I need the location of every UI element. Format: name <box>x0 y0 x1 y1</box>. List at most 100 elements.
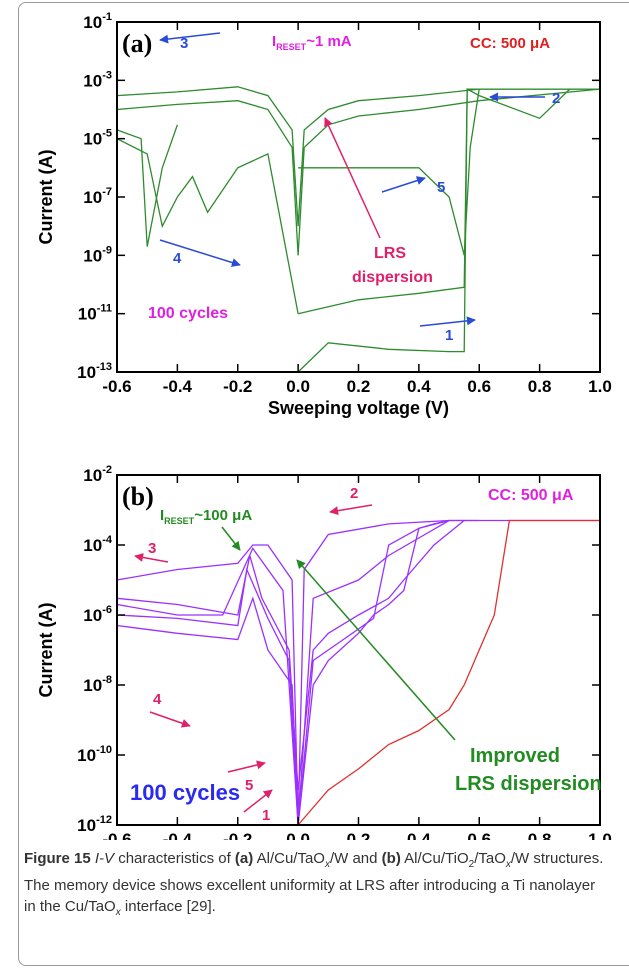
y-tick-exponent: -13 <box>96 361 112 373</box>
arrow <box>381 176 426 193</box>
annotation: CC: 500 μA <box>470 35 550 52</box>
arrow-label: 5 <box>245 777 253 794</box>
data-line <box>297 519 600 826</box>
arrow <box>149 711 191 728</box>
x-tick-label: 1.0 <box>588 830 612 840</box>
caption-text: interface [29]. <box>124 898 216 915</box>
arrow <box>243 789 273 813</box>
x-tick-label: -0.4 <box>163 830 193 840</box>
data-line <box>116 138 299 314</box>
y-tick-exponent: -9 <box>102 244 112 256</box>
y-tick-label: 10-1 <box>83 11 112 32</box>
y-tick-label: 10-13 <box>77 361 112 382</box>
caption-label: Figure 15 <box>24 850 91 867</box>
y-tick-label: 10-11 <box>78 303 112 324</box>
annotation-part: I <box>160 507 164 524</box>
annotation: 100 cycles <box>148 305 228 322</box>
x-tick-label: 0.2 <box>347 830 371 840</box>
annotation-subscript: RESET <box>164 516 195 526</box>
x-tick-label: -0.4 <box>163 377 193 396</box>
y-tick-label: 10-6 <box>83 604 112 625</box>
y-tick-label: 10-8 <box>83 674 112 695</box>
arrow <box>296 559 456 741</box>
arrow <box>324 117 381 239</box>
caption-text: Al/Cu/TiO <box>404 850 469 867</box>
data-line <box>116 124 179 247</box>
y-tick-base: 10 <box>83 676 102 695</box>
annotation-part: ~100 μA <box>194 507 252 524</box>
y-axis-title: Current (A) <box>36 150 56 245</box>
data-line <box>116 519 465 791</box>
arrow <box>227 760 266 773</box>
annotation-part: I <box>272 33 276 50</box>
annotation: IRESET~1 mA <box>272 33 352 52</box>
y-tick-base: 10 <box>83 13 102 32</box>
y-tick-exponent: -10 <box>96 744 112 756</box>
y-tick-base: 10 <box>83 188 102 207</box>
y-tick-label: 10-7 <box>83 186 112 207</box>
annotation: LRS <box>374 245 406 262</box>
x-tick-label: 0.4 <box>407 830 431 840</box>
arrow-label: 4 <box>153 691 162 708</box>
x-tick-label: 0.2 <box>347 377 371 396</box>
arrow-label: 1 <box>262 807 270 824</box>
annotation-subscript: RESET <box>276 42 307 52</box>
arrow-label: 2 <box>350 485 358 502</box>
arrow <box>221 526 241 551</box>
data-line <box>116 86 600 227</box>
data-line <box>116 519 450 826</box>
y-tick-base: 10 <box>83 466 102 485</box>
arrow-label: 4 <box>173 250 182 267</box>
y-tick-label: 10-10 <box>77 744 112 765</box>
y-tick-base: 10 <box>77 363 96 382</box>
arrow-label: 1 <box>445 327 453 344</box>
caption-text: 2 <box>468 859 475 870</box>
arrow <box>159 32 221 44</box>
y-tick-exponent: -6 <box>102 604 112 616</box>
arrow <box>419 316 476 327</box>
y-axis-title: Current (A) <box>36 603 56 698</box>
annotation: LRS dispersion <box>455 773 602 795</box>
y-tick-base: 10 <box>83 246 102 265</box>
panel-label: (a) <box>122 29 152 58</box>
x-tick-label: 0.4 <box>407 377 431 396</box>
data-line <box>297 88 571 315</box>
y-tick-base: 10 <box>78 305 97 324</box>
x-tick-label: 0.8 <box>528 830 552 840</box>
y-tick-base: 10 <box>83 606 102 625</box>
caption: Figure 15 I-V characteristics of (a) Al/… <box>24 848 609 923</box>
x-tick-label: 0.0 <box>286 377 310 396</box>
y-tick-base: 10 <box>83 71 102 90</box>
arrow-label: 5 <box>437 179 445 196</box>
figure-frame <box>18 2 629 966</box>
y-tick-exponent: -5 <box>102 128 112 140</box>
y-tick-label: 10-2 <box>83 464 112 485</box>
caption-text: Al/Cu/TaO <box>256 850 325 867</box>
x-axis-title: Sweeping voltage (V) <box>268 398 449 418</box>
x-tick-label: 0.6 <box>467 830 491 840</box>
x-tick-label: -0.2 <box>223 377 252 396</box>
caption-text: characteristics of <box>118 850 231 867</box>
annotation: CC: 500 μA <box>488 487 574 504</box>
x-tick-label: -0.2 <box>223 830 252 840</box>
y-tick-exponent: -7 <box>102 186 112 198</box>
caption-text: x <box>324 859 330 870</box>
y-tick-exponent: -3 <box>102 69 112 81</box>
data-line <box>116 519 480 826</box>
annotation: dispersion <box>352 269 433 286</box>
arrow <box>329 504 373 516</box>
x-tick-label: 0.6 <box>467 377 491 396</box>
y-tick-exponent: -11 <box>97 303 112 315</box>
data-line <box>116 88 601 256</box>
arrow <box>134 553 169 563</box>
arrow-label: 2 <box>552 90 560 107</box>
x-tick-label: 0.0 <box>286 830 310 840</box>
y-tick-label: 10-5 <box>83 128 112 149</box>
y-tick-label: 10-4 <box>83 534 113 555</box>
y-tick-exponent: -4 <box>102 534 113 546</box>
caption-text: I-V <box>94 850 115 867</box>
y-tick-exponent: -2 <box>102 464 112 476</box>
y-tick-label: 10-9 <box>83 244 112 265</box>
x-tick-label: 0.8 <box>528 377 552 396</box>
